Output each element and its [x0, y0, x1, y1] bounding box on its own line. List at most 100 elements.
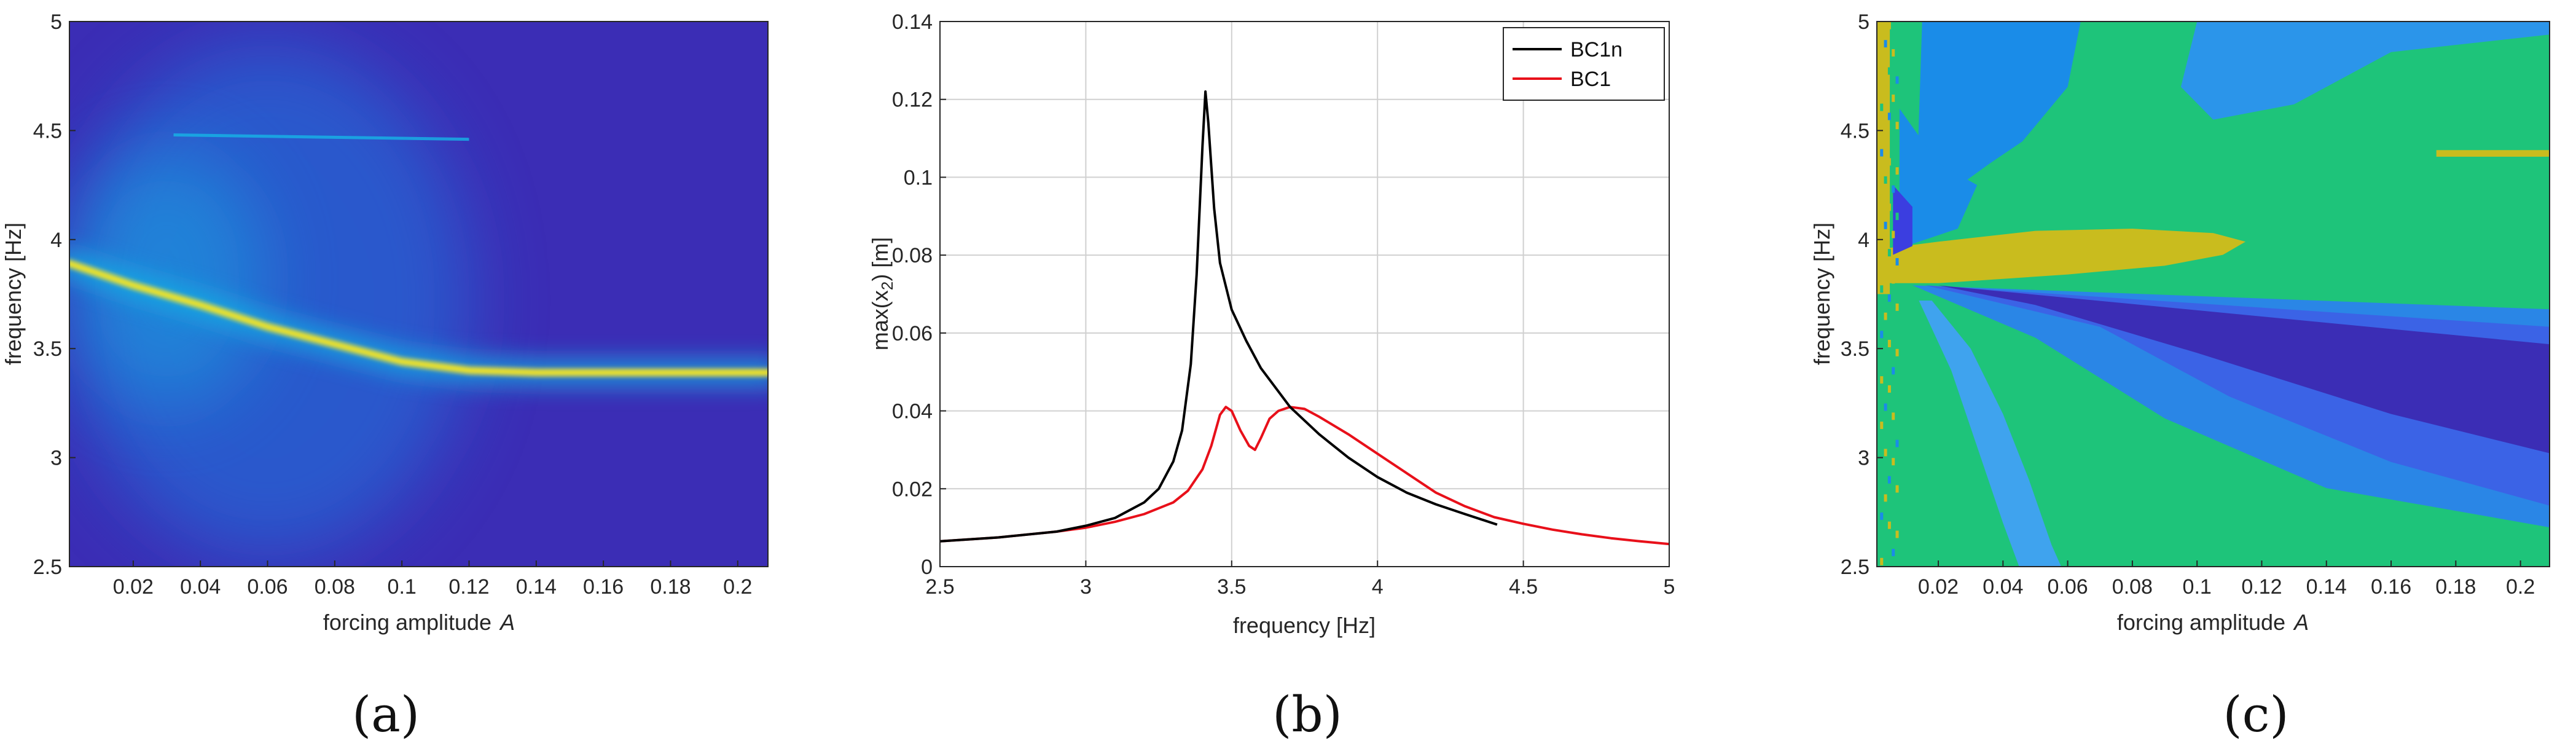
- panel-a-xlabel: forcing amplitude A: [323, 610, 515, 635]
- panel-c-speckle: [1880, 149, 1884, 157]
- panel-a-xtick-label: 0.04: [180, 575, 221, 599]
- panel-c-speckle: [1895, 439, 1899, 447]
- panel-c-speckle: [1880, 103, 1884, 111]
- panel-c-speckle: [1887, 294, 1891, 302]
- panel-c-speckle: [1892, 321, 1895, 329]
- panel-b-ytick-label: 0.1: [904, 166, 933, 189]
- panel-c-ytick-label: 5: [1858, 10, 1869, 34]
- panel-c-speckle: [1895, 122, 1899, 130]
- panel-a-ridge: [69, 259, 768, 377]
- panel-a-xtick-label: 0.2: [723, 575, 752, 599]
- panel-c-speckle: [1887, 430, 1891, 438]
- panel-c-ytick-label: 3: [1858, 447, 1869, 470]
- panel-c-speckle: [1887, 112, 1891, 120]
- panel-c-xtick-label: 0.04: [1983, 575, 2023, 599]
- panel-c-speckle: [1887, 67, 1891, 75]
- panel-c-speckle: [1887, 249, 1891, 257]
- panel-b-ytick-label: 0: [921, 556, 933, 579]
- panel-a-ytick-label: 3.5: [33, 337, 62, 361]
- panel-c-region-deep-purple: [1938, 285, 2550, 454]
- panel-c-speckle: [1892, 503, 1895, 511]
- panel-a-fill: [69, 42, 768, 559]
- panel-c-speckle: [1892, 549, 1895, 557]
- panel-c-region-blue-streak: [1919, 301, 2062, 567]
- panel-a-xtick-label: 0.06: [247, 575, 288, 599]
- panel-c-speckle: [1895, 394, 1899, 402]
- panel-c-speckle: [1884, 494, 1887, 502]
- panel-c-xtick-label: 0.06: [2048, 575, 2088, 599]
- panel-c-speckle: [1887, 340, 1891, 348]
- panel-c-speckle: [1887, 158, 1891, 166]
- panel-c-speckle: [1895, 167, 1899, 175]
- panel-c-ytick-label: 3.5: [1841, 337, 1869, 361]
- panel-a-xtick-label: 0.1: [388, 575, 417, 599]
- panel-a-frame: [69, 21, 769, 567]
- panel-b-ylabel: max(x2) [m]: [867, 237, 896, 350]
- panel-b-background: [940, 22, 1669, 567]
- panel-a-xtick-label: 0.12: [448, 575, 489, 599]
- panel-c-speckle: [1892, 458, 1895, 466]
- panel-a-heatmap: 0.02 0.04 0.06 0.08 0.1 0.12 0.14 0.16 0.18 0.2 2.…: [1, 10, 769, 743]
- panel-c-speckle: [1887, 203, 1891, 211]
- panel-c-speckle: [1887, 521, 1891, 529]
- panel-c-speckle: [1884, 176, 1887, 184]
- panel-c-speckle: [1884, 403, 1887, 411]
- panel-c-region-left-blue: [1899, 108, 1978, 244]
- panel-a-xtick-label: 0.08: [315, 575, 355, 599]
- panel-c-speckle: [1880, 466, 1884, 474]
- panel-c-speckle: [1884, 358, 1887, 366]
- panel-c-speckle: [1895, 213, 1899, 221]
- panel-c-regions: [1877, 22, 2550, 567]
- panel-c-speckle: [1895, 76, 1899, 84]
- panel-c-speckle: [1880, 376, 1884, 384]
- panel-c-xtick-label: 0.1: [2183, 575, 2212, 599]
- panel-a-xtick-label: 0.18: [650, 575, 691, 599]
- panel-c-speckle: [1884, 85, 1887, 93]
- panel-a-xtick-label: 0.14: [516, 575, 557, 599]
- legend-box: [1503, 27, 1665, 101]
- panel-a-ytick-label: 4: [50, 229, 62, 252]
- panel-c-speckle: [1880, 422, 1884, 430]
- panel-c-speckle: [1884, 312, 1887, 320]
- panel-b-caption: (b): [1272, 686, 1342, 743]
- panel-c-xtick-label: 0.08: [2112, 575, 2153, 599]
- panel-b-frame: [939, 21, 1670, 567]
- panel-b-xtick-label: 3.5: [1217, 575, 1246, 599]
- panel-c-speckle: [1884, 40, 1887, 48]
- panel-c-speckle: [1892, 185, 1895, 193]
- panel-a-ytick-label: 4.5: [33, 119, 62, 143]
- panel-c-speckle: [1895, 31, 1899, 39]
- panel-b-ticks: 2.5 3 3.5 4 4.5 5 0 0.02 0.04 0.06 0.08 0.1 0.12 0.14: [892, 10, 1675, 599]
- panel-b-ytick-label: 0.04: [892, 400, 933, 423]
- panel-c-ytick-label: 4.5: [1841, 119, 1869, 143]
- panel-c-ytick-label: 4: [1858, 229, 1869, 252]
- panel-c-speckle: [1880, 194, 1884, 202]
- panel-c-speckle: [1880, 512, 1884, 520]
- panel-b-xlabel: frequency [Hz]: [1233, 613, 1376, 638]
- panel-c-speckle: [1892, 230, 1895, 238]
- panel-c-speckle: [1892, 412, 1895, 420]
- panel-a-faint-line: [173, 133, 469, 141]
- panel-b-ytick-label: 0.08: [892, 244, 933, 267]
- panel-c-speckle: [1884, 221, 1887, 229]
- panel-c-speckle: [1884, 130, 1887, 138]
- panel-c-speckle: [1892, 367, 1895, 375]
- legend-label-bc1: BC1: [1570, 68, 1611, 91]
- panel-c-speckle: [1895, 258, 1899, 265]
- panel-c-region-yellow-stripe: [2436, 150, 2550, 157]
- panel-b-xtick-label: 2.5: [925, 575, 954, 599]
- panel-b-series: [940, 90, 1669, 546]
- panel-b-xtick-label: 4: [1372, 575, 1384, 599]
- panel-c-ticks: 0.02 0.04 0.06 0.08 0.1 0.12 0.14 0.16 0.18 0.2 2.…: [1841, 10, 2535, 599]
- panel-c-speckle: [1892, 276, 1895, 284]
- panel-c-speckle: [1880, 557, 1884, 565]
- panel-c-speckle: [1887, 476, 1891, 484]
- panel-c-speckle: [1895, 303, 1899, 311]
- panel-c-heatmap: 0.02 0.04 0.06 0.08 0.1 0.12 0.14 0.16 0.18 0.2 2.…: [1809, 10, 2550, 743]
- panel-c-region-upper-band: [2180, 22, 2550, 120]
- panel-b-ytick-label: 0.14: [892, 10, 933, 34]
- panel-c-xtick-label: 0.18: [2435, 575, 2476, 599]
- panel-a-ylabel: frequency [Hz]: [1, 222, 26, 365]
- panel-c-speckle: [1887, 385, 1891, 393]
- panel-b-xtick-label: 4.5: [1509, 575, 1538, 599]
